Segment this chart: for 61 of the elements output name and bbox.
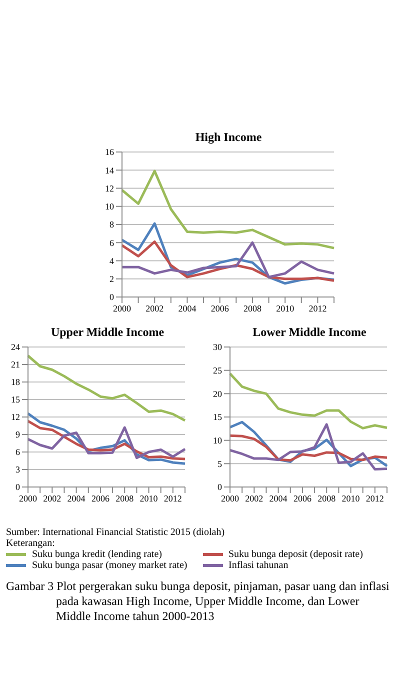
text: Gambar 3 Plot pergerakan suku bunga deposit, pinjaman, pasar uang dan inflasi pada kawasan High Income, Upper Middle Income, dan Lower Middle Income tahun 2000-2013	[6, 579, 390, 624]
y-tick-label: 2	[109, 274, 114, 284]
y-tick-label: 0	[218, 482, 222, 492]
x-tick-label: 2000	[19, 493, 38, 504]
x-tick-label: 2000	[112, 303, 131, 314]
x-tick-label: 2006	[91, 493, 110, 504]
x-tick-label: 2006	[293, 493, 312, 504]
y-tick-label: 0	[16, 482, 20, 492]
y-tick-label: 9	[16, 430, 20, 440]
x-tick-label: 2008	[116, 493, 134, 504]
line-series	[120, 170, 335, 250]
legend-label: Suku bunga deposit (deposit rate)	[228, 549, 363, 560]
line-series	[228, 434, 388, 462]
x-tick-label: 2010	[140, 493, 158, 504]
y-tick-label: 25	[213, 366, 222, 376]
x-tick-label: 2002	[145, 303, 164, 314]
legend-label: Suku bunga kredit (lending rate)	[32, 549, 162, 560]
y-tick-label: 6	[16, 447, 20, 458]
x-tick-label: 2004	[269, 493, 288, 504]
x-tick-label: 2002	[43, 493, 62, 504]
legend-label: Suku bunga pasar (money market rate)	[32, 560, 188, 571]
text: Sumber: International Financial Statistic 2015 (diolah)	[6, 527, 226, 538]
y-tick-label: 14	[104, 165, 114, 176]
x-tick-label: 2010	[276, 303, 294, 314]
x-tick-label: 2000	[221, 493, 240, 504]
line-series	[228, 372, 388, 430]
y-tick-label: 5	[218, 458, 222, 469]
x-tick-label: 2012	[164, 493, 182, 504]
legend-title: Keterangan:	[6, 538, 56, 549]
legend-label: Inflasi tahunan	[228, 560, 288, 571]
y-tick-label: 10	[104, 202, 114, 212]
y-tick-label: 30	[213, 342, 222, 352]
line-series	[26, 426, 186, 460]
x-tick-label: 2008	[242, 303, 262, 314]
y-tick-label: 8	[109, 220, 114, 230]
chart-title: Upper Middle Income	[50, 325, 166, 340]
y-tick-label: 10	[213, 436, 222, 446]
y-tick-label: 20	[213, 388, 222, 399]
x-tick-label: 2004	[178, 303, 196, 314]
y-tick-label: 12	[11, 412, 20, 422]
y-tick-label: 24	[11, 342, 20, 352]
x-tick-label: 2004	[67, 493, 86, 504]
x-tick-label: 2006	[210, 303, 229, 314]
y-tick-label: 15	[11, 394, 20, 405]
y-tick-label: 15	[213, 412, 222, 422]
x-tick-label: 2002	[245, 493, 264, 504]
y-tick-label: 16	[104, 147, 114, 158]
chart-title: Lower Middle Income	[252, 325, 368, 340]
y-tick-label: 4	[109, 256, 114, 266]
y-tick-label: 3	[16, 464, 20, 475]
x-tick-label: 2008	[318, 493, 336, 504]
y-tick-label: 12	[104, 183, 114, 194]
line-series	[26, 354, 186, 422]
x-tick-label: 2012	[366, 493, 384, 504]
x-tick-label: 2012	[308, 303, 326, 314]
y-tick-label: 21	[11, 360, 20, 370]
chart-title: High Income	[194, 130, 263, 145]
y-tick-label: 6	[109, 238, 114, 248]
y-tick-label: 18	[11, 377, 20, 388]
y-tick-label: 0	[109, 292, 114, 302]
x-tick-label: 2010	[342, 493, 360, 504]
